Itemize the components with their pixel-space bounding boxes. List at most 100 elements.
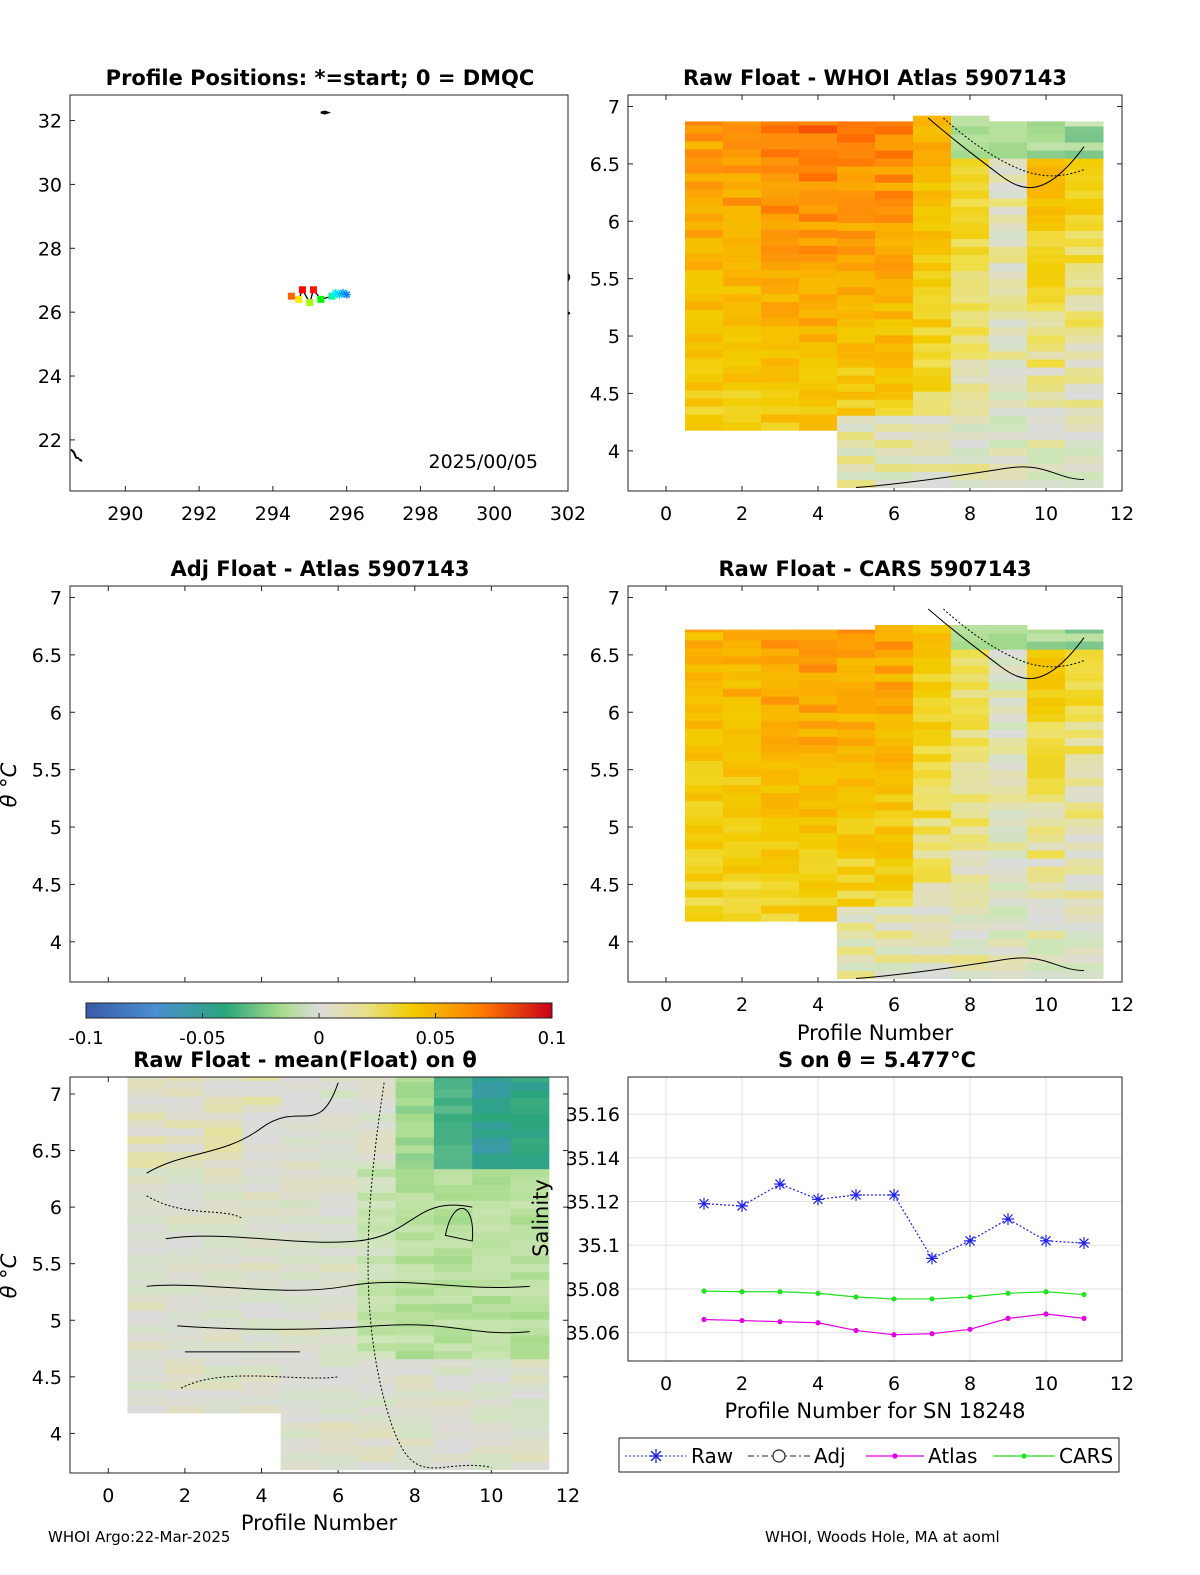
salinity-axes-box [627, 1076, 1123, 1362]
legend-raw-label: Raw [691, 1444, 733, 1468]
adj-ytick-label-6: 4 [50, 932, 62, 954]
cars-ytick-label-1: 6.5 [590, 645, 620, 667]
series-raw-point-5 [850, 1188, 862, 1201]
mean-contour-mid [146, 1281, 530, 1291]
cars-ytick-label-4: 5 [608, 817, 620, 839]
adj-ytick-label-0: 7 [50, 587, 62, 609]
series-raw-point-6 [888, 1188, 900, 1201]
whoi-column-6 [875, 121, 914, 489]
mean-contour-dotted-lower [180, 1375, 339, 1389]
profile-position-1 [287, 292, 295, 300]
legend: Raw Adj Atlas CARS [618, 1437, 1120, 1473]
series-atlas-point-8 [967, 1326, 973, 1332]
salinity-ytick-label-4: 35.14 [566, 1148, 620, 1170]
positions-xtick-label-6: 302 [550, 503, 586, 525]
series-cars-point-9 [1005, 1290, 1011, 1296]
series-atlas-point-6 [891, 1332, 897, 1338]
mean-contour-lower [177, 1324, 530, 1334]
series-raw-point-7 [926, 1252, 938, 1265]
adj-ytick-label-3: 5.5 [32, 760, 62, 782]
series-atlas-point-11 [1081, 1315, 1087, 1321]
whoi-column-11 [1065, 121, 1104, 489]
whoi-xtick-label-1: 2 [736, 503, 748, 525]
positions-ytick-label-2: 28 [38, 238, 62, 260]
salinity-ytick-label-1: 35.08 [566, 1279, 620, 1301]
legend-cars-marker [1021, 1453, 1027, 1459]
colorbar-tick-label-0: -0.1 [68, 1028, 103, 1049]
cars-axes-box [627, 585, 1123, 983]
cars-column-1 [685, 629, 724, 922]
positions-ytick-label-4: 24 [38, 366, 62, 388]
whoi-xtick-label-4: 8 [964, 503, 976, 525]
salinity-ytick-label-0: 35.06 [566, 1323, 620, 1345]
whoi-column-3 [761, 121, 800, 431]
cars-ytick-label-3: 5.5 [590, 760, 620, 782]
positions-xtick-label-2: 294 [255, 503, 291, 525]
salinity-xtick-label-5: 10 [1034, 1373, 1058, 1395]
cars-column-10 [1027, 629, 1066, 980]
positions-xtick-label-5: 300 [476, 503, 512, 525]
cars-contour-dotted [943, 608, 1085, 668]
whoi-column-9 [989, 121, 1028, 489]
cars-xtick-label-0: 0 [660, 994, 672, 1016]
cars-contour-upper [927, 608, 1085, 679]
coastline-bahamas [70, 448, 83, 462]
mean-column-3 [204, 1077, 243, 1414]
cars-title: Raw Float - CARS 5907143 [718, 557, 1031, 581]
positions-title: Profile Positions: *=start; 0 = DMQC [106, 66, 535, 90]
positions-plot-area: 290 292 294 296 298 300 302 32 30 28 26 24 22 [38, 110, 586, 525]
mean-contour-top [146, 1082, 339, 1174]
series-raw-point-8 [964, 1234, 976, 1247]
colorbar-ticks: -0.1 -0.05 0 0.05 0.1 [68, 1013, 566, 1049]
mean-panel: Raw Float - mean(Float) on θ 7 6.5 6 5.5 5 4.… [0, 1048, 580, 1535]
whoi-panel: Raw Float - WHOI Atlas 5907143 7 6.5 6 5.5 5… [590, 66, 1134, 525]
mean-column-5 [280, 1077, 320, 1471]
cars-heatmap: 7 6.5 6 5.5 5 4.5 4 0 2 4 6 8 10 12 [590, 586, 1134, 1016]
positions-xtick-label-0: 290 [107, 503, 143, 525]
cars-ytick-label-2: 6 [608, 702, 620, 724]
positions-xtick-label-3: 296 [329, 503, 365, 525]
series-cars-point-1 [701, 1288, 707, 1294]
profile-position-6 [317, 295, 325, 303]
mean-xtick-label-4: 8 [409, 1485, 421, 1507]
salinity-ylabel: Salinity [529, 1179, 553, 1257]
cars-column-3 [761, 629, 800, 922]
adj-title: Adj Float - Atlas 5907143 [170, 557, 469, 581]
mean-ytick-label-1: 6.5 [32, 1141, 62, 1163]
legend-cars-label: CARS [1059, 1444, 1113, 1468]
positions-panel: Profile Positions: *=start; 0 = DMQC 290… [38, 66, 586, 525]
mean-column-6 [319, 1077, 358, 1471]
mean-xtick-label-0: 0 [102, 1485, 114, 1507]
cars-xtick-label-5: 10 [1034, 994, 1058, 1016]
profile-position-11 [342, 290, 351, 299]
series-cars-point-7 [929, 1296, 935, 1302]
mean-xlabel: Profile Number [241, 1511, 398, 1535]
series-atlas-point-9 [1005, 1315, 1011, 1321]
mean-ytick-label-5: 4.5 [32, 1367, 62, 1389]
cars-xlabel: Profile Number [797, 1021, 954, 1045]
series-cars-point-6 [891, 1296, 897, 1302]
profile-position-4 [306, 299, 314, 307]
mean-contour-loop [444, 1207, 474, 1242]
positions-xtick-label-4: 298 [402, 503, 438, 525]
colorbar-tick-label-3: 0.05 [415, 1028, 455, 1049]
salinity-ytick-label-3: 35.12 [566, 1192, 620, 1214]
adj-axes-box [69, 585, 569, 983]
legend-atlas-label: Atlas [928, 1444, 977, 1468]
whoi-column-4 [799, 121, 838, 431]
series-raw-line [703, 1183, 1085, 1260]
series-cars-point-8 [967, 1294, 973, 1300]
whoi-heatmap: 7 6.5 6 5.5 5 4.5 4 0 2 4 6 8 10 12 [590, 95, 1134, 525]
positions-date-label: 2025/00/05 [428, 451, 538, 473]
colorbar-tick-label-1: -0.05 [179, 1028, 226, 1049]
mean-xtick-label-1: 2 [179, 1485, 191, 1507]
whoi-title: Raw Float - WHOI Atlas 5907143 [683, 66, 1067, 90]
legend-adj-marker [772, 1449, 786, 1463]
series-raw-point-11 [1078, 1237, 1090, 1250]
mean-ytick-label-3: 5.5 [32, 1254, 62, 1276]
mean-xtick-label-3: 6 [332, 1485, 344, 1507]
colorbar-tick-label-2: 0 [313, 1028, 324, 1049]
whoi-ytick-label-6: 4 [608, 441, 620, 463]
adj-ytick-label-2: 6 [50, 702, 62, 724]
series-atlas-point-4 [815, 1320, 821, 1326]
